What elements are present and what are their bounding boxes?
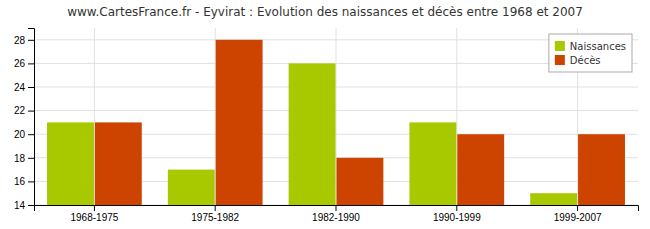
bar — [530, 193, 577, 205]
bar — [457, 134, 504, 205]
tick-label: 26 — [14, 58, 26, 69]
x-tick: 1975-1982 — [191, 205, 239, 223]
tick-label: 1999-2007 — [554, 212, 602, 223]
tick-label: 1968-1975 — [70, 212, 118, 223]
y-tick: 24 — [14, 82, 34, 93]
tick-label: 18 — [14, 153, 26, 164]
x-tick: 1999-2007 — [554, 205, 602, 223]
tick-mark — [577, 205, 578, 211]
tick-mark — [28, 205, 34, 206]
bar — [336, 158, 383, 205]
tick-mark — [94, 205, 95, 211]
tick-mark — [215, 205, 216, 211]
legend-swatch — [555, 55, 565, 65]
legend-label: Décès — [570, 55, 601, 66]
x-tick: 1982-1990 — [312, 205, 360, 223]
tick-label: 1990-1999 — [433, 212, 481, 223]
y-tick: 18 — [14, 153, 34, 164]
tick-label: 24 — [14, 82, 26, 93]
tick-mark — [28, 181, 34, 182]
grid-line — [94, 28, 95, 205]
plot: 1968-1975 1975-1982 1982-1990 1990-1999 1999… — [14, 28, 639, 229]
title: www.CartesFrance.fr - Eyvirat : Evolutio… — [67, 5, 583, 19]
x-tick: 1968-1975 — [70, 205, 118, 223]
tick-label: 14 — [14, 200, 26, 211]
y-tick: 22 — [14, 105, 34, 116]
bar — [578, 134, 625, 205]
tick-mark — [28, 63, 34, 64]
tick-mark — [28, 158, 34, 159]
grid-line — [336, 28, 337, 205]
y-tick: 26 — [14, 58, 34, 69]
x-tick: 1990-1999 — [433, 205, 481, 223]
axis-line — [28, 29, 35, 206]
bar — [216, 40, 263, 205]
y-axis: 14 16 18 20 22 24 26 28 — [14, 29, 35, 211]
bar — [95, 122, 142, 205]
tick-label: 22 — [14, 105, 26, 116]
bar — [47, 122, 94, 205]
grid-line — [456, 28, 457, 205]
tick-label: 1982-1990 — [312, 212, 360, 223]
tick-label: 16 — [14, 176, 26, 187]
bar — [409, 122, 456, 205]
legend-label: Naissances — [570, 41, 626, 52]
tick-label: 1975-1982 — [191, 212, 239, 223]
bar — [289, 63, 336, 205]
y-tick: 20 — [14, 129, 34, 140]
grid-line — [215, 28, 216, 205]
tick-mark — [336, 205, 337, 211]
tick-mark — [28, 40, 34, 41]
x-axis: 1968-1975 1975-1982 1982-1990 1990-1999 1999… — [35, 205, 639, 223]
tick-label: 20 — [14, 129, 26, 140]
legend: Naissances Décès — [549, 34, 632, 72]
bars — [47, 40, 625, 205]
tick-label: 28 — [14, 35, 26, 46]
tick-mark — [28, 134, 34, 135]
tick-mark — [28, 111, 34, 112]
legend-swatch — [555, 41, 565, 51]
bar — [168, 170, 215, 205]
y-tick: 28 — [14, 35, 34, 46]
y-tick: 16 — [14, 176, 34, 187]
tick-mark — [28, 87, 34, 88]
axis-line — [35, 206, 639, 212]
y-tick: 14 — [14, 200, 34, 211]
legend-box — [549, 34, 632, 72]
chart: www.CartesFrance.fr - Eyvirat : Evolutio… — [0, 0, 650, 229]
tick-mark — [456, 205, 457, 211]
